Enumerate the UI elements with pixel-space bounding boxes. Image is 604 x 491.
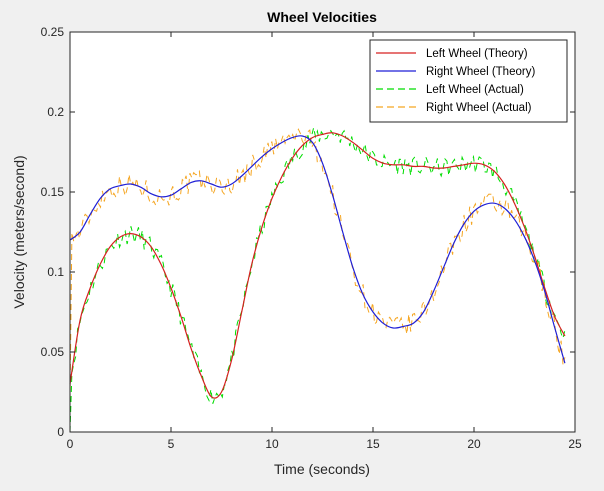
series-layer (69, 127, 566, 433)
x-tick-label: 20 (467, 437, 481, 451)
series-line-right-wheel-theory (69, 135, 566, 364)
y-tick-label: 0.1 (47, 265, 64, 279)
y-axis-label: Velocity (meters/second) (11, 155, 27, 308)
x-axis: 0 5 10 15 20 25 (67, 32, 582, 451)
chart-title: Wheel Velocities (267, 9, 377, 25)
y-tick-label: 0 (57, 425, 64, 439)
x-tick-label: 0 (67, 437, 74, 451)
x-tick-label: 5 (168, 437, 175, 451)
legend: Left Wheel (Theory) Right Wheel (Theory) L… (369, 39, 568, 123)
legend-label: Right Wheel (Actual) (426, 102, 532, 114)
y-tick-label: 0.25 (41, 25, 65, 39)
y-tick-label: 0.05 (41, 345, 65, 359)
y-tick-label: 0.15 (41, 185, 65, 199)
y-tick-label: 0.2 (47, 105, 64, 119)
y-axis: 0 0.05 0.1 0.15 0.2 0.25 (41, 25, 575, 439)
series-line-left-wheel-theory (69, 132, 566, 399)
x-tick-label: 25 (568, 437, 582, 451)
legend-label: Left Wheel (Actual) (426, 84, 524, 96)
axes-box (69, 31, 576, 433)
x-tick-label: 10 (265, 437, 279, 451)
legend-box (369, 39, 568, 123)
series-line-left-wheel-actual (69, 127, 566, 433)
x-axis-label: Time (seconds) (274, 461, 370, 477)
legend-label: Left Wheel (Theory) (426, 48, 528, 60)
x-tick-label: 15 (366, 437, 380, 451)
legend-label: Right Wheel (Theory) (426, 66, 535, 78)
